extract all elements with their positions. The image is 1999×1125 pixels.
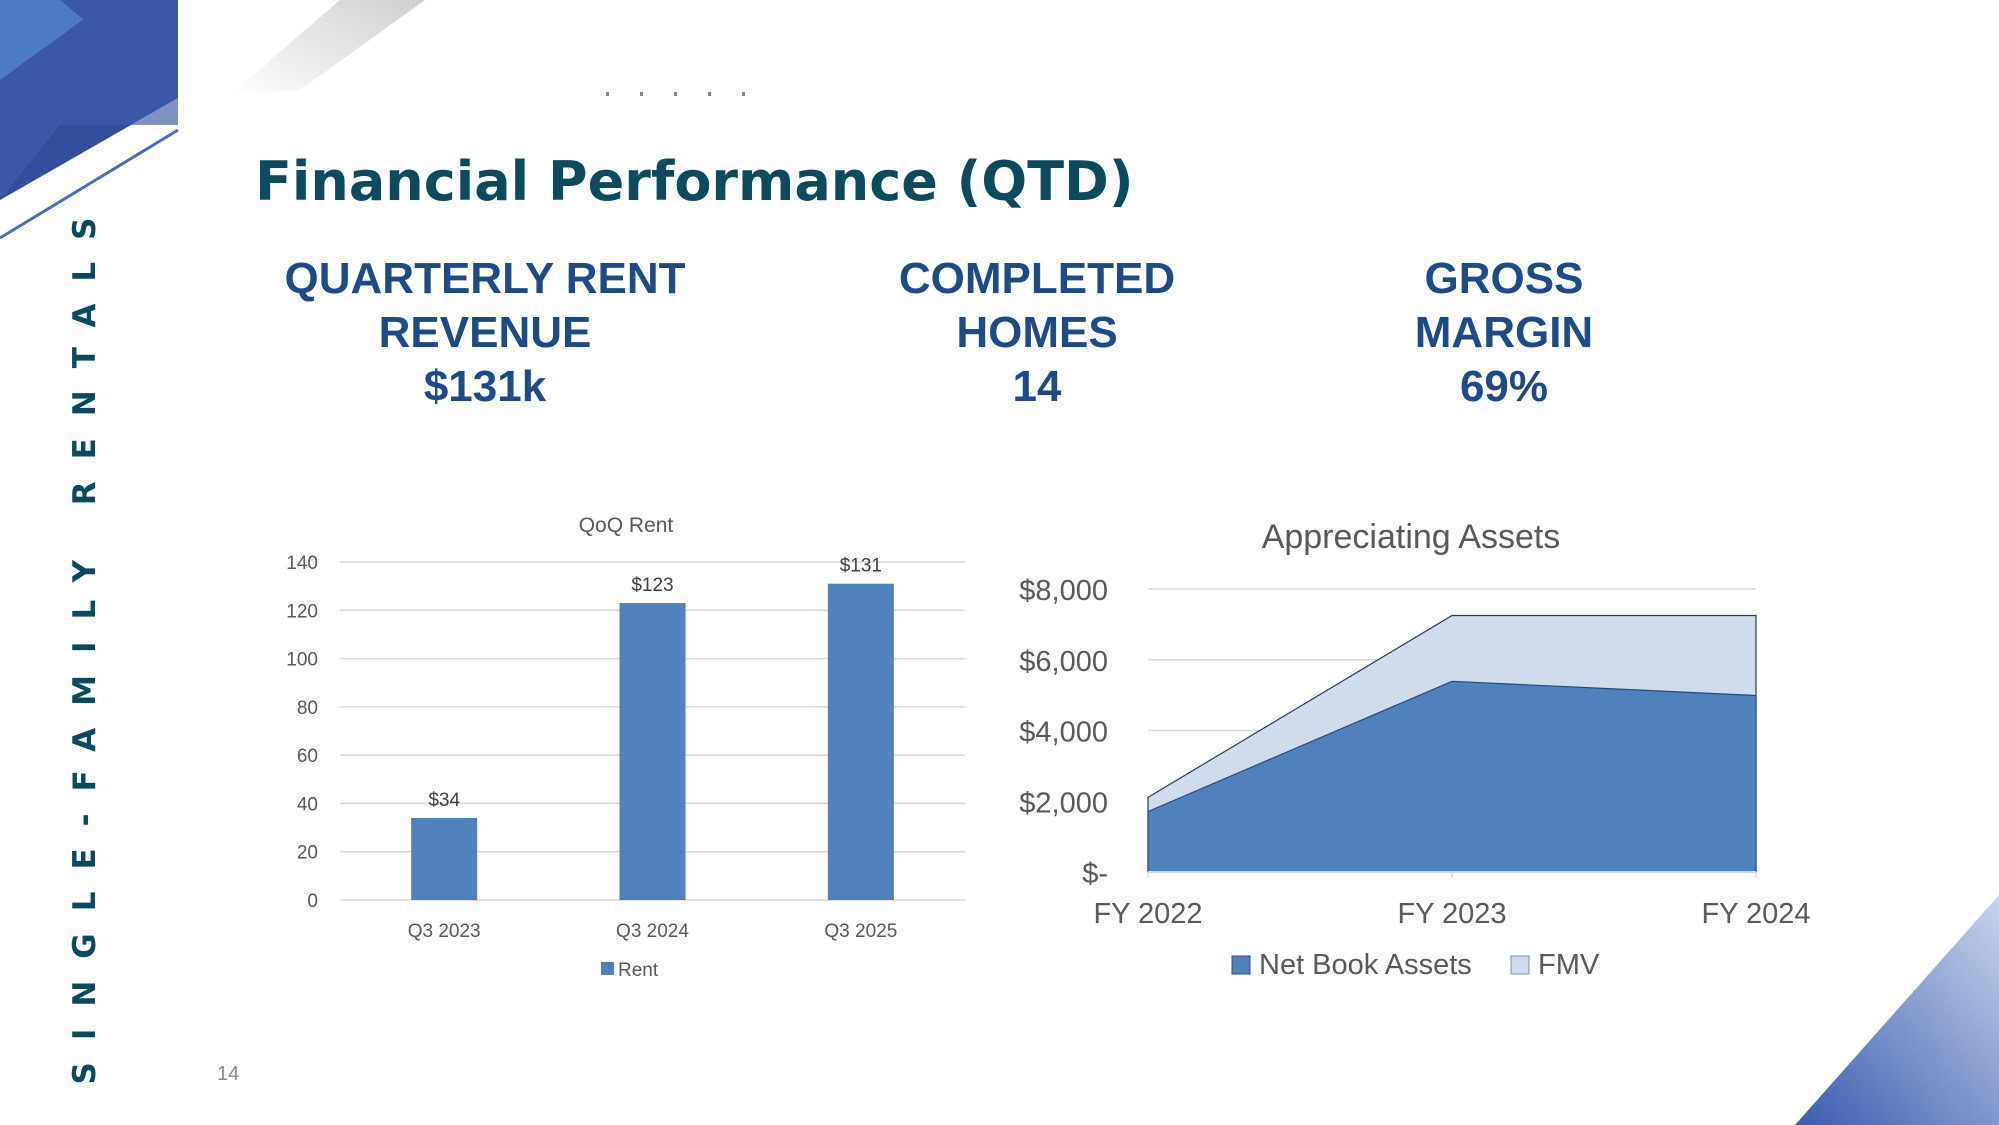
kpi-value: $131k (423, 362, 547, 411)
kpi-label: MARGIN (1414, 308, 1594, 357)
legend-label-fmv[interactable]: FMV (1538, 949, 1600, 981)
x-tick-label: FY 2022 (1093, 898, 1202, 930)
gray-streak (230, 0, 425, 95)
legend-swatch-rent (601, 962, 614, 975)
bar (411, 817, 478, 900)
data-label: $123 (631, 575, 673, 596)
kpi-label: HOMES (956, 308, 1118, 357)
page-title: Financial Performance (QTD) (255, 150, 1134, 213)
y-tick-label: 60 (297, 746, 318, 767)
dot-row (606, 92, 745, 96)
y-tick-label: $- (1082, 858, 1108, 890)
y-tick-label: 0 (307, 891, 318, 912)
y-tick-label: 120 (286, 601, 318, 622)
y-tick-label: $2,000 (1019, 787, 1108, 819)
kpi-label: REVENUE (378, 308, 592, 357)
accent-line (0, 128, 179, 240)
kpi-completed-homes: COMPLETED HOMES 14 (899, 252, 1175, 414)
y-tick-label: 140 (286, 553, 318, 574)
legend-swatch-net-book-assets (1231, 955, 1251, 975)
y-tick-label: 20 (297, 843, 318, 864)
kpi-rent-revenue: QUARTERLY RENT REVENUE $131k (285, 252, 686, 414)
y-tick-label: 80 (297, 698, 318, 719)
y-tick-label: 100 (286, 650, 318, 671)
area-net-book-assets (1147, 680, 1757, 873)
legend-label-net-book-assets[interactable]: Net Book Assets (1259, 949, 1472, 981)
x-tick-label: FY 2024 (1701, 898, 1810, 930)
y-tick-label: $6,000 (1019, 646, 1108, 678)
page-number: 14 (217, 1063, 240, 1085)
x-tick-label: Q3 2024 (616, 921, 689, 942)
x-tick-label: FY 2023 (1397, 898, 1506, 930)
bar (619, 603, 686, 900)
chart-title: QoQ Rent (579, 514, 674, 537)
corner-triangle (1795, 895, 1999, 1125)
kpi-label: QUARTERLY RENT (284, 254, 686, 303)
data-label: $131 (840, 556, 882, 577)
y-tick-label: $8,000 (1019, 575, 1108, 607)
x-tick-label: Q3 2023 (408, 921, 481, 942)
bar (827, 583, 894, 900)
kpi-label: COMPLETED (898, 254, 1176, 303)
legend-swatch-fmv (1510, 955, 1530, 975)
x-tick-label: Q3 2025 (824, 921, 897, 942)
y-tick-label: 40 (297, 794, 318, 815)
legend-label-rent[interactable]: Rent (618, 960, 659, 981)
kpi-value: 14 (1012, 362, 1062, 411)
kpi-value: 69% (1459, 362, 1549, 411)
data-label: $34 (428, 790, 460, 811)
kpi-gross-margin: GROSS MARGIN 69% (1415, 252, 1593, 414)
y-tick-label: $4,000 (1019, 717, 1108, 749)
kpi-label: GROSS (1424, 254, 1584, 303)
chart-title: Appreciating Assets (1262, 518, 1561, 556)
